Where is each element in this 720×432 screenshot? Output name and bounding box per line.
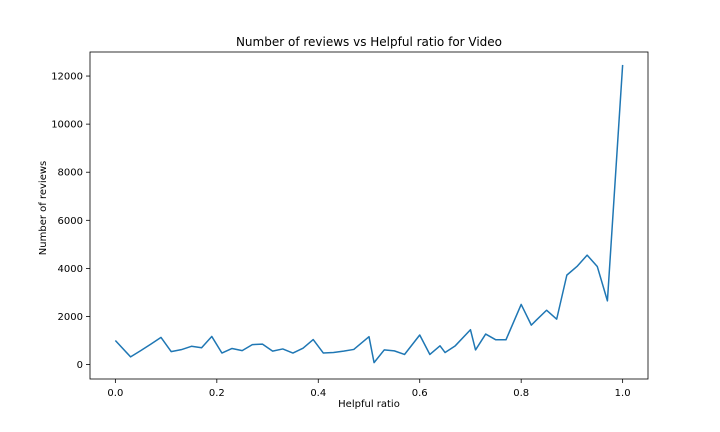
y-axis: 0 2000 4000 6000 8000 10000 12000 <box>51 72 90 371</box>
y-tick-label: 0 <box>77 360 83 371</box>
y-tick-label: 8000 <box>58 168 83 179</box>
plot-area <box>114 64 624 364</box>
x-tick-label: 0.2 <box>209 388 225 399</box>
y-tick-label: 4000 <box>58 264 83 275</box>
x-axis-label: Helpful ratio <box>338 399 400 410</box>
x-axis: 0.0 0.2 0.4 0.6 0.8 1.0 <box>107 379 631 399</box>
x-tick-label: 0.6 <box>412 388 428 399</box>
y-axis-label: Number of reviews <box>38 161 49 255</box>
y-tick-label: 6000 <box>58 216 83 227</box>
x-tick-label: 1.0 <box>615 388 631 399</box>
y-tick-label: 10000 <box>51 120 83 131</box>
plot-frame <box>89 51 649 380</box>
x-tick-label: 0.8 <box>513 388 529 399</box>
x-tick-label: 0.0 <box>107 388 123 399</box>
chart-title: Number of reviews vs Helpful ratio for V… <box>236 35 502 49</box>
y-tick-label: 12000 <box>51 72 83 83</box>
y-tick-label: 2000 <box>58 312 83 323</box>
series-line <box>114 64 624 364</box>
x-tick-label: 0.4 <box>310 388 326 399</box>
